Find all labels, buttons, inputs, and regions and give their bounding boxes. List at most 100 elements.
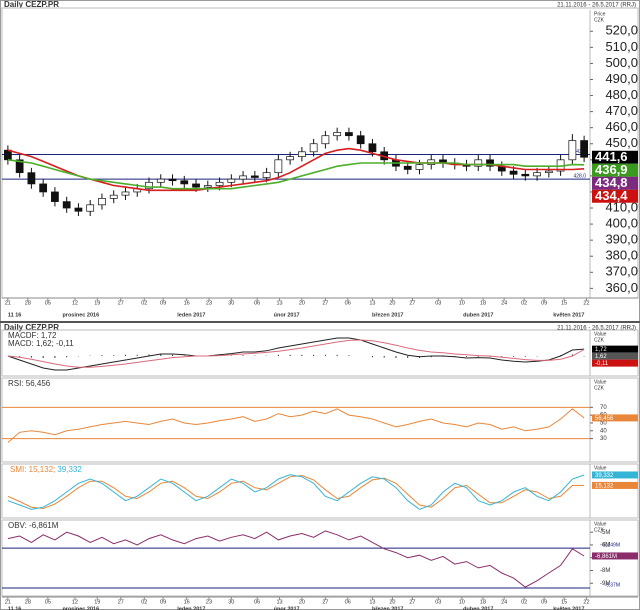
panel-frame [1,463,639,519]
reference-label: 428,0 [573,173,586,179]
series-line [7,530,585,588]
axis-label: Value [594,379,607,385]
candle-body [239,175,247,180]
x-tick-label: 27 [118,300,124,306]
series-line [7,337,585,371]
x-tick-label: 10 [459,599,465,605]
y-tick-label: 400,0 [605,216,638,231]
axis-label: CZK [594,385,605,391]
axis-label: Value [594,465,607,471]
x-tick-label: 15 [561,599,567,605]
value-marker [592,150,638,164]
y-tick-label: 500,0 [605,55,638,70]
x-tick-label: 16 [184,300,190,306]
value-marker-label: 441,6 [595,149,628,164]
x-tick-label: 13 [276,599,282,605]
x-tick-label: 30 [228,599,234,605]
y-tick-label: 360,0 [605,280,638,295]
candle-body [333,132,342,137]
month-label: 11 16 [8,312,21,318]
series-line [7,474,585,510]
candle-body [192,183,200,188]
value-marker-label: 56,456 [595,416,614,422]
x-tick-label: 24 [501,300,507,306]
candle-body [533,172,541,177]
value-marker [592,163,638,177]
candle-body [227,178,236,183]
y-tick-label: 460,0 [605,119,638,134]
y-tick-label: 470,0 [605,103,638,118]
legend: SMI: 15,132; 39,332 [10,465,82,474]
value-marker [592,352,638,360]
month-label: květen 2017 [553,606,584,610]
candle-body [4,149,12,161]
x-tick-label: 10 [459,300,465,306]
candle-body [309,143,318,153]
axis-label: CZK [594,337,605,343]
y-tick-label: 410,0 [605,199,638,214]
candle-body [474,159,483,167]
month-label: únor 2017 [274,312,300,318]
x-tick-label: 05 [45,599,51,605]
value-marker-label: 434,4 [595,188,628,203]
legend-entry: SMI: 15,132; [10,465,55,474]
x-tick-label: 23 [206,300,212,306]
reference-label: -9,37M [604,582,620,588]
candle-body [156,178,165,183]
x-tick-label: 21 [5,300,11,306]
legend-entry: MACD: 1,62; -0,11 [8,339,74,348]
value-marker [592,345,638,353]
value-marker-label: 39,332 [595,473,614,479]
candle-body [286,156,294,161]
y-tick-label: 50 [600,421,607,427]
x-tick-label: 20 [299,599,305,605]
value-marker [592,189,638,203]
y-tick-label: 510,0 [605,39,638,54]
axis-label: CZK [594,17,605,23]
month-label: prosinec 2016 [62,312,99,318]
candle-body [415,164,424,170]
y-tick-label: 380,0 [605,248,638,263]
series-line [7,339,585,368]
x-tick-label: 18 [480,599,486,605]
value-marker [592,176,638,190]
x-tick-label: 28 [25,300,31,306]
x-tick-label: 06 [345,300,351,306]
x-tick-label: 09 [541,300,547,306]
x-tick-label: 30 [228,300,234,306]
y-tick-label: 70 [600,405,607,411]
x-tick-label: 03 [435,300,441,306]
value-marker-label: 15,132 [595,484,614,490]
candle-body [486,159,494,167]
x-tick-label: 27 [322,300,328,306]
candle-body [15,159,24,174]
axis-label: Value [594,521,607,527]
x-tick-label: 20 [389,300,395,306]
y-tick-label: -6M [600,543,610,549]
x-tick-label: 20 [389,599,395,605]
y-tick-label: -5M [600,530,610,536]
value-marker-label: 434,8 [595,175,628,190]
x-tick-label: 13 [369,300,375,306]
candle-body [368,143,377,153]
chart-title: Daily CEZP.PR [4,323,59,332]
x-tick-label: 05 [45,300,51,306]
x-tick-label: 16 [184,599,190,605]
candle-body [121,191,130,196]
y-tick-label: 390,0 [605,232,638,247]
candle-body [321,135,330,145]
value-marker [592,359,638,367]
candle-body [145,181,153,190]
x-tick-label: 19 [94,300,100,306]
month-label: duben 2017 [463,606,493,610]
x-tick-label: 02 [521,599,527,605]
y-tick-label: 490,0 [605,71,638,86]
month-label: únor 2017 [274,606,300,610]
x-tick-label: 20 [299,300,305,306]
y-tick-label: 520,0 [605,23,638,38]
candle-body [580,140,588,158]
x-tick-label: 27 [118,599,124,605]
x-tick-label: 12 [72,599,78,605]
x-tick-label: 13 [369,599,375,605]
reference-label: 443,3 [573,149,586,155]
